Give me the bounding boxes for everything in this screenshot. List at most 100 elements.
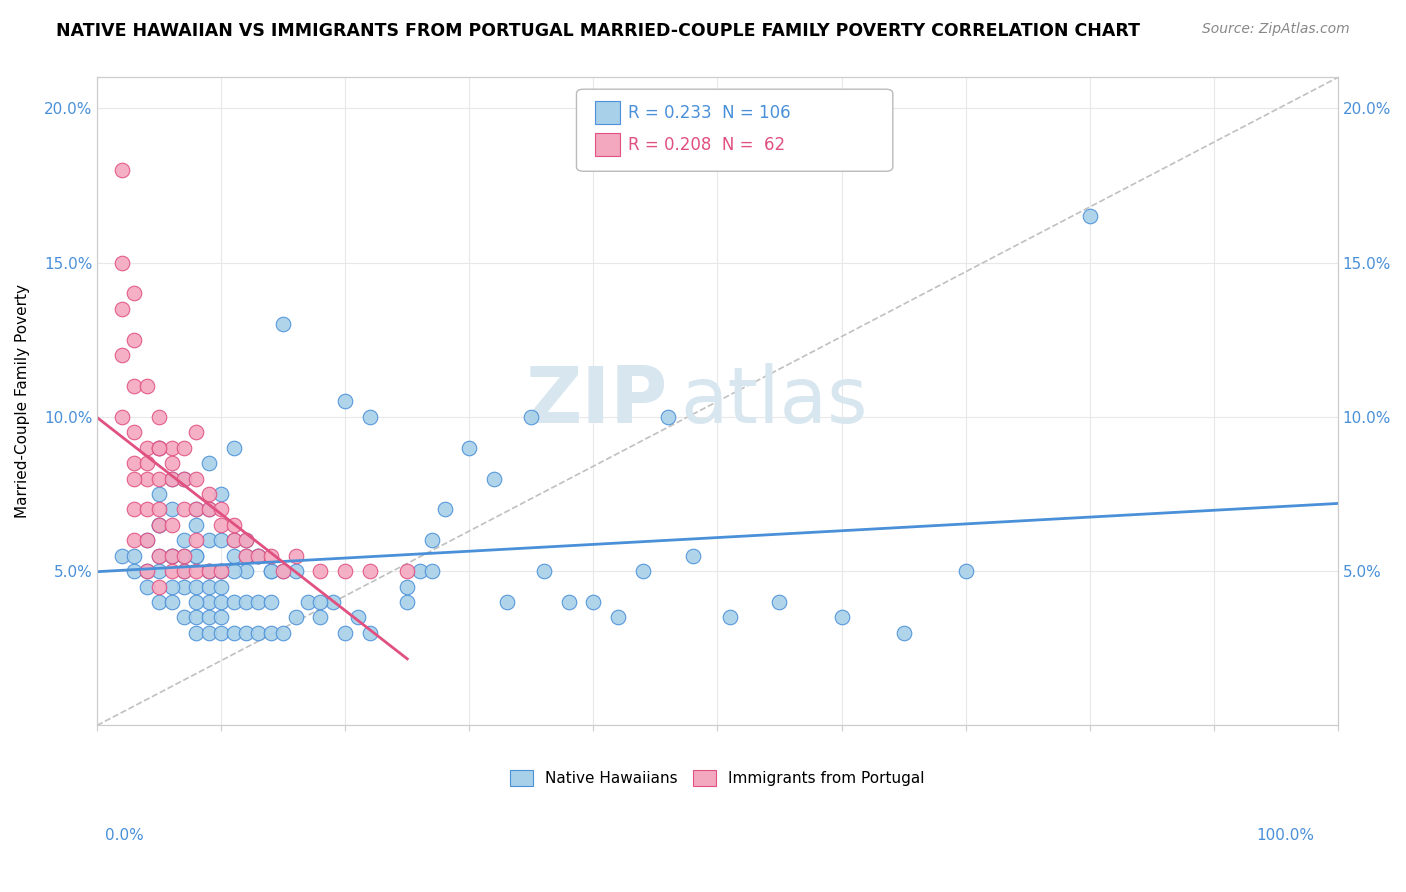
Point [209, 487, 232, 501]
Point [135, 456, 157, 470]
Point [359, 409, 381, 424]
Point [148, 549, 170, 563]
Point [284, 610, 307, 624]
Point [235, 625, 257, 640]
Point [197, 580, 219, 594]
Point [309, 564, 332, 578]
Point [520, 409, 543, 424]
Point [186, 625, 208, 640]
Point [173, 549, 195, 563]
Point [186, 595, 208, 609]
Point [197, 595, 219, 609]
Point [186, 549, 208, 563]
Point [124, 456, 146, 470]
Point [209, 595, 232, 609]
Point [186, 549, 208, 563]
Point [197, 564, 219, 578]
Point [718, 610, 741, 624]
Point [186, 564, 208, 578]
Point [235, 549, 257, 563]
Point [309, 595, 332, 609]
Text: NATIVE HAWAIIAN VS IMMIGRANTS FROM PORTUGAL MARRIED-COUPLE FAMILY POVERTY CORREL: NATIVE HAWAIIAN VS IMMIGRANTS FROM PORTU… [56, 22, 1140, 40]
Point [260, 625, 283, 640]
Point [260, 564, 283, 578]
Point [148, 564, 170, 578]
Point [148, 517, 170, 532]
Legend: Native Hawaiians, Immigrants from Portugal: Native Hawaiians, Immigrants from Portug… [503, 764, 931, 792]
Point [359, 564, 381, 578]
Point [209, 564, 232, 578]
Point [186, 502, 208, 516]
Point [222, 533, 245, 548]
Point [173, 471, 195, 485]
Point [148, 487, 170, 501]
Y-axis label: Married-Couple Family Poverty: Married-Couple Family Poverty [15, 285, 30, 518]
Point [148, 580, 170, 594]
Point [631, 564, 654, 578]
Point [222, 549, 245, 563]
Point [235, 533, 257, 548]
Point [135, 533, 157, 548]
Point [186, 471, 208, 485]
Point [148, 409, 170, 424]
Point [396, 595, 419, 609]
Point [111, 301, 134, 316]
Point [335, 394, 357, 409]
Point [768, 595, 790, 609]
Point [409, 564, 432, 578]
Point [458, 441, 481, 455]
Point [197, 487, 219, 501]
Point [1078, 209, 1101, 223]
Point [247, 625, 270, 640]
Point [284, 564, 307, 578]
Point [284, 549, 307, 563]
Point [148, 549, 170, 563]
Point [346, 610, 368, 624]
Point [209, 564, 232, 578]
Point [209, 580, 232, 594]
Point [396, 580, 419, 594]
Point [173, 549, 195, 563]
Point [111, 255, 134, 269]
Point [124, 425, 146, 440]
Point [209, 625, 232, 640]
Point [173, 471, 195, 485]
Point [173, 580, 195, 594]
Point [235, 533, 257, 548]
Point [148, 502, 170, 516]
Point [173, 564, 195, 578]
Point [893, 625, 915, 640]
Point [209, 564, 232, 578]
Point [235, 564, 257, 578]
Point [222, 564, 245, 578]
Point [160, 580, 183, 594]
Point [271, 564, 294, 578]
Point [124, 533, 146, 548]
Point [111, 409, 134, 424]
Point [557, 595, 579, 609]
Point [160, 517, 183, 532]
Text: 0.0%: 0.0% [105, 829, 145, 843]
Point [148, 441, 170, 455]
Point [160, 456, 183, 470]
Text: atlas: atlas [681, 363, 868, 440]
Point [186, 610, 208, 624]
Point [335, 564, 357, 578]
Point [831, 610, 853, 624]
Point [247, 595, 270, 609]
Point [197, 502, 219, 516]
Point [533, 564, 555, 578]
Point [111, 549, 134, 563]
Point [222, 595, 245, 609]
Point [160, 549, 183, 563]
Point [222, 517, 245, 532]
Point [124, 286, 146, 301]
Point [148, 441, 170, 455]
Point [260, 595, 283, 609]
Point [657, 409, 679, 424]
Point [186, 425, 208, 440]
Point [186, 533, 208, 548]
Point [197, 502, 219, 516]
Point [322, 595, 344, 609]
Point [247, 549, 270, 563]
